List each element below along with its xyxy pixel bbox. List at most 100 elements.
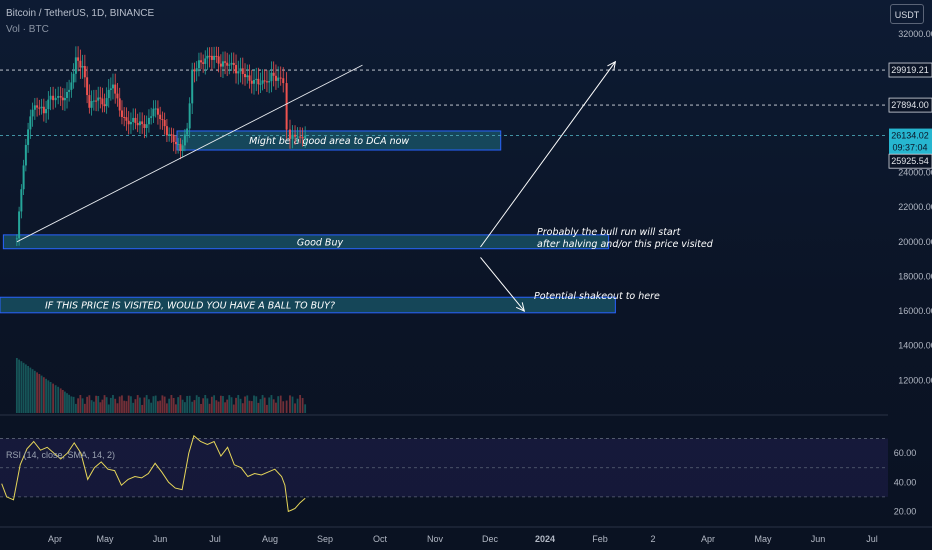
volume-bar [22,362,25,413]
zone-box [0,296,616,314]
volume-bar [45,378,47,413]
volume-bar [279,395,282,413]
volume-bar [296,398,299,413]
volume-bar [241,403,244,413]
volume-bar [168,398,171,413]
volume-bar [200,403,202,413]
volume-bar [136,395,139,413]
candle-body [263,80,266,82]
candle-body [270,72,273,82]
candle-body [92,100,95,102]
arrow-line [480,61,616,248]
candle-body [291,134,294,139]
volume-bar [206,398,209,413]
volume-bar [36,372,38,413]
volume-bar [79,395,82,413]
zone-label: Might be a good area to DCA now [249,136,409,147]
volume-bar [277,396,280,413]
volume-bar [107,404,110,413]
x-tick-label: Jun [153,534,168,544]
current-price-label: 26134.02 [891,131,929,141]
candle-body [105,98,108,107]
candle-body [294,134,297,137]
volume-label: Vol · BTC [6,24,49,35]
volume-bar [215,400,218,413]
volume-bar [101,399,104,413]
candle-body [103,104,106,107]
candle-body [52,95,55,101]
volume-bar [159,400,162,413]
x-tick-label: Apr [701,534,715,544]
candle-body [95,100,98,102]
candle-body [123,117,126,119]
price-badge [888,97,932,113]
candle-body [79,60,82,68]
x-tick-label: 2024 [535,534,555,544]
price-badge [888,153,932,169]
volume-bar [285,400,288,413]
volume-bar [250,401,253,413]
candle-body [296,136,299,138]
volume-bar [259,399,262,413]
candle-body [215,55,218,57]
candle-body [255,78,258,80]
candle-body [195,68,198,72]
candle-body [31,109,34,117]
x-tick-label: Nov [427,534,444,544]
volume-bar [232,404,235,413]
volume-bar [20,361,23,413]
candle-body [118,98,121,111]
candle-body [72,73,75,83]
volume-bar [282,401,285,413]
x-tick-label: Jul [866,534,878,544]
volume-bar [77,398,80,413]
volume-bar [163,396,166,413]
volume-bar [92,401,95,413]
candle-body [208,55,211,57]
zone-box [2,234,610,250]
candle-body [20,189,23,212]
candle-body [237,71,240,74]
rsi-tick-label: 60.00 [894,448,917,458]
volume-bar [268,397,271,413]
candle-body [279,77,282,79]
volume-bar [195,395,198,413]
volume-bar [183,402,186,413]
candle-body [129,122,132,125]
currency-button[interactable]: USDT [890,4,924,24]
volume-bar [228,395,231,413]
x-tick-label: May [96,534,114,544]
candle-body [177,143,180,145]
x-tick-label: Apr [48,534,62,544]
volume-bar [177,397,180,413]
volume-bar [202,398,205,413]
price-tick-label: 16000.00 [898,306,932,316]
x-tick-label: Jun [811,534,826,544]
price-tick-label: 14000.00 [898,341,932,351]
volume-bar [59,388,62,413]
price-tick-label: 32000.00 [898,29,932,39]
volume-bar [88,395,91,413]
candle-body [63,97,66,101]
candle-body [224,61,227,63]
volume-bar [191,401,194,413]
volume-bar [127,395,130,413]
price-tick-label: 24000.00 [898,168,932,178]
candle-body [138,121,141,126]
candle-body [186,128,189,135]
volume-bar [61,390,64,413]
volume-bar [219,395,222,413]
candle-body [125,117,128,121]
volume-bar [103,395,106,413]
volume-bar [237,395,240,413]
volume-bar [145,395,148,413]
candle-body [22,165,25,190]
candle-body [181,145,184,151]
volume-bar [181,399,184,413]
candle-body [253,79,256,84]
volume-bar [38,374,41,413]
candle-body [90,101,93,108]
candle-body [277,77,280,81]
candle-body [217,56,220,64]
